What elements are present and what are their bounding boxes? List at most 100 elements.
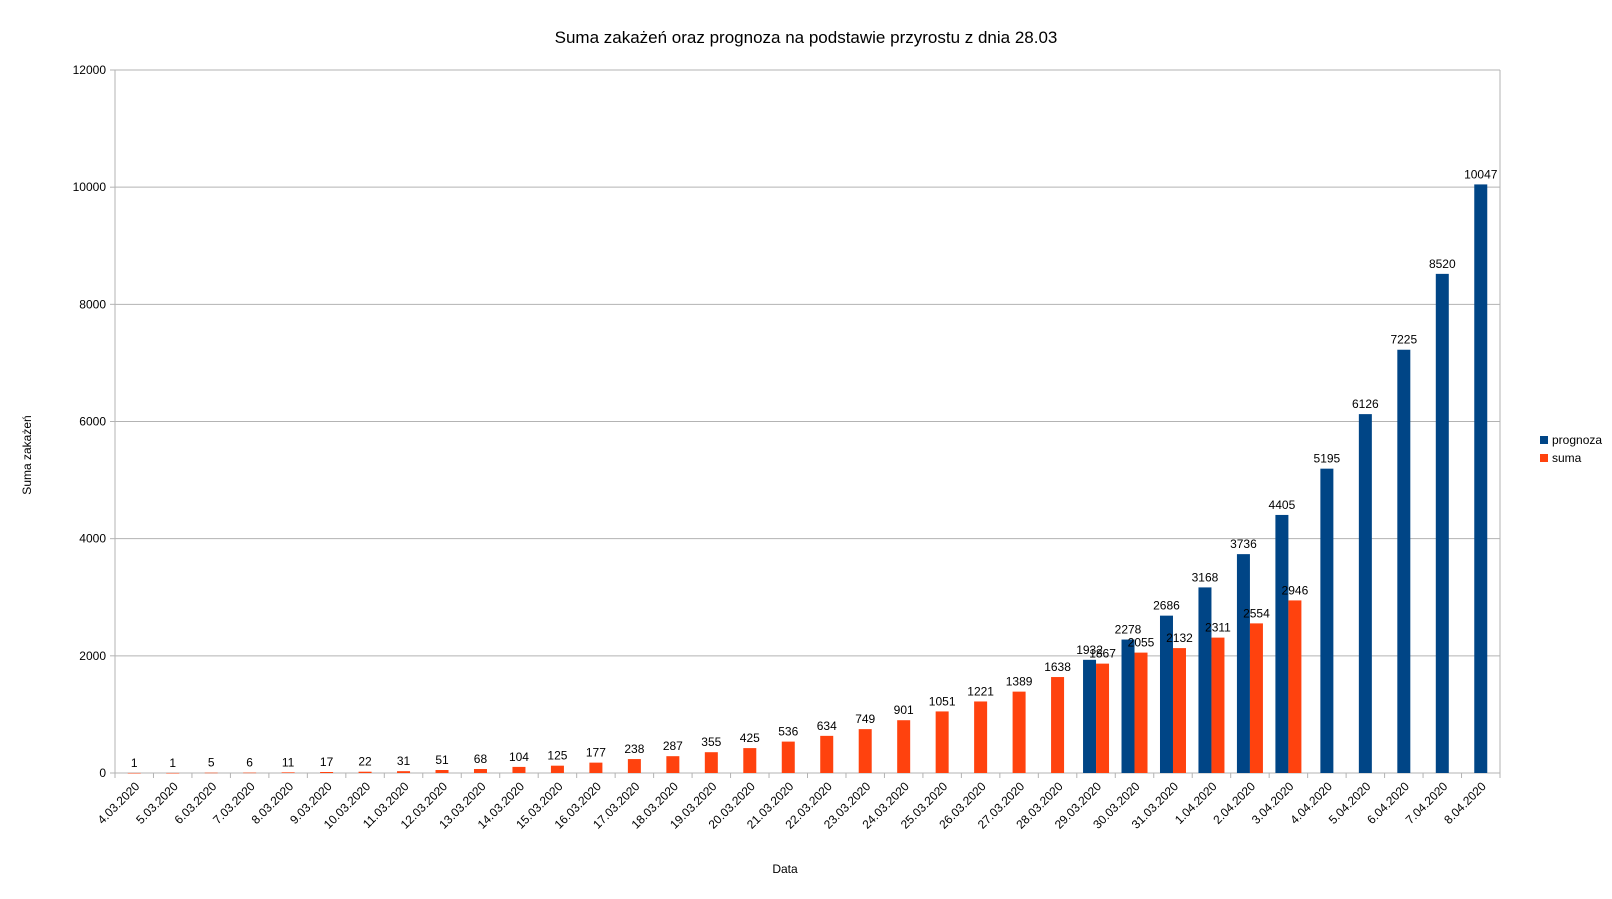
chart-title: Suma zakażeń oraz prognoza na podstawie … <box>555 28 1058 47</box>
data-label-suma: 238 <box>624 742 644 756</box>
y-axis-label: Suma zakażeń <box>20 415 34 494</box>
bar-suma <box>243 772 257 774</box>
y-tick-label: 6000 <box>79 415 106 429</box>
y-tick-label: 8000 <box>79 297 106 311</box>
bar-suma <box>512 766 526 773</box>
y-tick-label: 2000 <box>79 649 106 663</box>
bar-suma <box>820 735 834 773</box>
bar-suma <box>166 772 180 774</box>
data-label-suma: 2554 <box>1243 606 1270 620</box>
bar-suma <box>127 772 141 774</box>
data-labels: 1 1 5 6 11 17 22 31 51 68 104 125 177 238 287 355 425 536… <box>131 167 1498 770</box>
bar-suma <box>1096 663 1110 773</box>
bar-suma <box>897 720 911 773</box>
data-label-suma: 1389 <box>1006 675 1033 689</box>
y-axis-ticks: 0 2000 4000 6000 8000 10000 12000 <box>73 63 115 780</box>
bar-suma <box>397 771 411 773</box>
x-tick-label: 8.04.2020 <box>1441 779 1489 827</box>
data-label-prognoza: 1932 <box>1076 643 1103 657</box>
data-label-suma: 536 <box>778 725 798 739</box>
bar-suma <box>550 765 564 773</box>
data-label-suma: 1638 <box>1044 660 1071 674</box>
bar-suma <box>435 770 449 773</box>
legend-swatch-suma <box>1540 454 1548 462</box>
data-label-suma: 177 <box>586 746 606 760</box>
data-label-prognoza: 4405 <box>1269 498 1296 512</box>
data-label-suma: 6 <box>246 756 253 770</box>
bar-suma <box>935 711 949 773</box>
bar-suma <box>358 771 372 773</box>
bar-suma <box>974 701 988 773</box>
data-label-suma: 355 <box>701 735 721 749</box>
data-label-suma: 17 <box>320 755 334 769</box>
data-label-suma: 2132 <box>1166 631 1193 645</box>
data-label-prognoza: 2278 <box>1115 623 1142 637</box>
data-label-suma: 1221 <box>967 684 994 698</box>
data-label-suma: 22 <box>358 755 372 769</box>
data-label-prognoza: 3168 <box>1192 570 1219 584</box>
bar-suma <box>1249 623 1263 773</box>
data-label-suma: 2946 <box>1282 583 1309 597</box>
bar-suma <box>627 759 641 773</box>
bar-prognoza <box>1236 554 1250 773</box>
bar-prognoza <box>1474 184 1488 773</box>
data-label-suma: 51 <box>435 753 449 767</box>
bar-prognoza <box>1397 349 1411 773</box>
data-label-suma: 31 <box>397 754 411 768</box>
bar-suma <box>704 752 718 773</box>
data-label-suma: 634 <box>817 719 837 733</box>
data-label-suma: 11 <box>282 755 295 769</box>
data-label-suma: 125 <box>547 749 567 763</box>
bar-suma <box>781 741 795 773</box>
data-label-suma: 901 <box>894 703 914 717</box>
data-label-suma: 425 <box>740 731 760 745</box>
data-label-suma: 2311 <box>1205 621 1231 635</box>
data-label-suma: 1867 <box>1089 647 1116 661</box>
data-label-suma: 5 <box>208 756 215 770</box>
data-label-suma: 104 <box>509 750 529 764</box>
bar-suma <box>1172 648 1186 773</box>
data-label-prognoza: 7225 <box>1390 333 1417 347</box>
bar-prognoza <box>1435 273 1449 773</box>
bars <box>127 184 1488 774</box>
data-label-prognoza: 10047 <box>1464 167 1498 181</box>
bar-suma <box>473 769 487 773</box>
bar-suma <box>1012 691 1026 773</box>
bar-suma <box>743 748 757 773</box>
data-label-suma: 287 <box>663 739 683 753</box>
data-label-prognoza: 6126 <box>1352 397 1379 411</box>
bar-suma <box>204 772 218 774</box>
bar-suma <box>281 772 295 773</box>
bar-prognoza <box>1198 587 1212 773</box>
y-tick-label: 12000 <box>73 63 107 77</box>
legend: prognoza suma <box>1540 433 1602 465</box>
data-label-suma: 1 <box>169 756 176 770</box>
bar-suma <box>666 756 680 773</box>
x-axis-ticks: 4.03.20205.03.20206.03.20207.03.20208.03… <box>95 773 1501 832</box>
bar-suma <box>1211 637 1225 773</box>
y-tick-label: 4000 <box>79 532 106 546</box>
bar-suma <box>858 729 872 773</box>
data-label-prognoza: 5195 <box>1314 452 1341 466</box>
y-tick-label: 10000 <box>73 180 107 194</box>
data-label-suma: 1051 <box>929 694 956 708</box>
legend-swatch-prognoza <box>1540 436 1548 444</box>
legend-label-suma: suma <box>1552 451 1582 465</box>
data-label-prognoza: 8520 <box>1429 257 1456 271</box>
data-label-suma: 68 <box>474 752 488 766</box>
data-label-suma: 1 <box>131 756 138 770</box>
x-axis-label: Data <box>772 862 798 876</box>
bar-suma <box>320 772 334 773</box>
data-label-prognoza: 3736 <box>1230 537 1257 551</box>
bar-prognoza <box>1275 514 1289 773</box>
bar-prognoza <box>1083 659 1097 773</box>
data-label-suma: 749 <box>855 712 875 726</box>
data-label-suma: 2055 <box>1128 636 1155 650</box>
bar-suma <box>1288 600 1302 773</box>
bar-suma <box>1051 677 1065 773</box>
bar-suma <box>1134 652 1148 773</box>
legend-label-prognoza: prognoza <box>1552 433 1602 447</box>
y-tick-label: 0 <box>99 766 106 780</box>
bar-prognoza <box>1159 615 1173 773</box>
